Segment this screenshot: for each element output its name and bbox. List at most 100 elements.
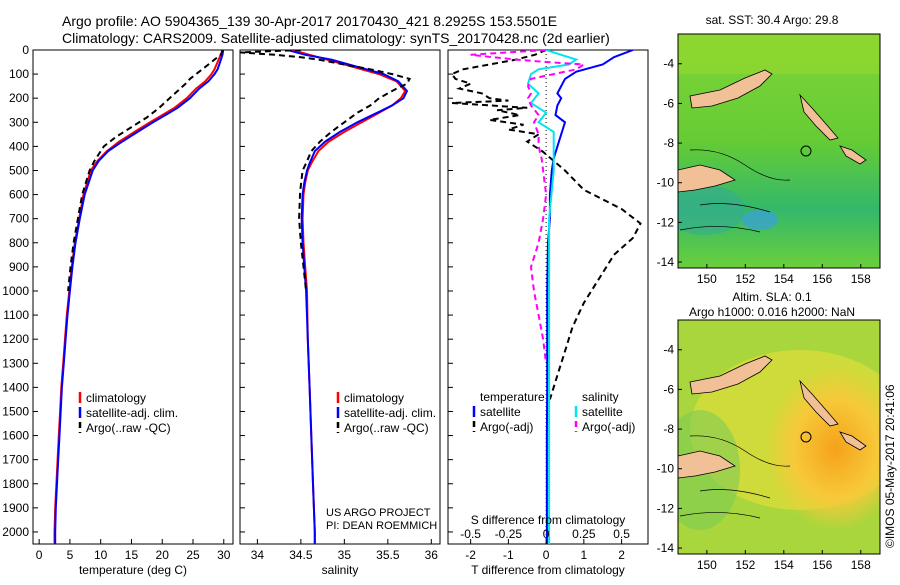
depth-tick-label: 300 xyxy=(9,115,29,129)
x-tick-label: 34 xyxy=(251,548,265,562)
depth-tick-label: 400 xyxy=(9,139,29,153)
sst-cool-patch xyxy=(678,185,745,235)
lat-tick-label: -8 xyxy=(663,422,674,436)
s-tick-label: 0 xyxy=(543,527,550,541)
x-tick-label: 20 xyxy=(156,548,170,562)
t-diff-xlabel: T difference from climatology xyxy=(471,563,625,577)
lon-tick-label: 154 xyxy=(774,272,794,286)
lat-tick-label: -4 xyxy=(663,57,674,71)
lon-tick-label: 158 xyxy=(851,558,871,572)
lon-tick-label: 154 xyxy=(774,558,794,572)
x-tick-label: 30 xyxy=(217,548,231,562)
salinity-panel: 34 34.5 35 35.5 36 salinity climatologysatelli… xyxy=(239,49,441,577)
header-line1: Argo profile: AO 5904365_139 30-Apr-2017… xyxy=(62,13,557,29)
t-tick-label: 0 xyxy=(543,548,550,562)
x-tick-label: 10 xyxy=(94,548,108,562)
s-diff-xlabel: S difference from climatology xyxy=(471,513,626,527)
footer-credit: ©IMOS 05-May-2017 20:41:06 xyxy=(883,384,897,548)
salinity-xlabel: salinity xyxy=(322,563,359,577)
legend-header-salinity: salinity xyxy=(582,390,619,404)
series-line-satellite-adj-clim- xyxy=(287,50,409,544)
sla-map-title2: Argo h1000: 0.016 h2000: NaN xyxy=(689,305,855,319)
header-line2: Climatology: CARS2009. Satellite-adjuste… xyxy=(62,30,610,46)
difference-panel: -2 -1 0 1 2 -0.5 -0.25 0 0.25 0.5S difference fro… xyxy=(447,49,649,577)
legend-label: Argo(-adj) xyxy=(480,420,533,434)
depth-tick-label: 900 xyxy=(9,260,29,274)
lat-tick-label: -10 xyxy=(657,462,675,476)
depth-tick-label: 1900 xyxy=(2,501,29,515)
project-annotation: US ARGO PROJECT xyxy=(326,507,431,519)
s-tick-label: 0.5 xyxy=(613,527,630,541)
x-tick-label: 35 xyxy=(338,548,352,562)
sla-map-frame xyxy=(677,319,881,555)
legend-label: satellite-adj. clim. xyxy=(86,406,178,420)
lat-tick-label: -10 xyxy=(657,176,675,190)
sst-land-bougainville xyxy=(799,93,839,141)
sla-land-solomons xyxy=(839,431,867,451)
depth-tick-label: 1400 xyxy=(2,380,29,394)
sla-profile-marker xyxy=(800,431,812,443)
series-line-temperature-satellite xyxy=(545,50,634,544)
depth-tick-label: 1000 xyxy=(2,284,29,298)
x-tick-label: 34.5 xyxy=(289,548,313,562)
series-line-satellite-adj-clim- xyxy=(54,50,225,544)
x-tick-label: 35.5 xyxy=(376,548,400,562)
legend-label: satellite-adj. clim. xyxy=(344,406,436,420)
lon-tick-label: 152 xyxy=(735,558,755,572)
series-line-argo-raw-qc- xyxy=(67,50,224,292)
legend-label: climatology xyxy=(86,391,146,405)
series-line-argo-raw-qc- xyxy=(240,50,412,292)
series-line-temperature-argo-adj- xyxy=(450,50,642,400)
sla-map: Altim. SLA: 0.1 Argo h1000: 0.016 h2000:… xyxy=(657,290,881,572)
x-tick-label: 5 xyxy=(67,548,74,562)
depth-tick-label: 600 xyxy=(9,188,29,202)
legend-label: Argo(..raw -QC) xyxy=(344,421,429,435)
sst-land-new-britain xyxy=(689,69,773,109)
s-tick-label: 0.25 xyxy=(572,527,596,541)
project-annotation: PI: DEAN ROEMMICH xyxy=(326,520,437,532)
lat-tick-label: -4 xyxy=(663,343,674,357)
depth-tick-label: 1600 xyxy=(2,429,29,443)
s-tick-label: -0.5 xyxy=(460,527,481,541)
sst-profile-marker xyxy=(800,145,812,157)
legend-label: satellite xyxy=(582,405,623,419)
depth-tick-label: 1200 xyxy=(2,332,29,346)
lon-tick-label: 152 xyxy=(735,272,755,286)
lon-tick-label: 156 xyxy=(812,558,832,572)
depth-tick-label: 800 xyxy=(9,236,29,250)
depth-tick-label: 1500 xyxy=(2,404,29,418)
s-tick-label: -0.25 xyxy=(495,527,523,541)
lat-tick-label: -6 xyxy=(663,96,674,110)
lat-tick-label: -12 xyxy=(657,215,675,229)
depth-tick-label: 700 xyxy=(9,212,29,226)
sst-land-png xyxy=(678,164,736,193)
sla-land-bougainville xyxy=(799,379,839,427)
temperature-plot-frame xyxy=(32,49,234,545)
sst-map-frame xyxy=(677,33,881,269)
sst-warm-patch xyxy=(678,34,880,74)
sla-reef-outline xyxy=(679,435,791,519)
depth-tick-label: 200 xyxy=(9,91,29,105)
x-tick-label: 25 xyxy=(186,548,200,562)
lat-tick-label: -12 xyxy=(657,501,675,515)
x-tick-label: 0 xyxy=(36,548,43,562)
lat-tick-label: -14 xyxy=(657,255,675,269)
lon-tick-label: 156 xyxy=(812,272,832,286)
t-tick-label: -1 xyxy=(503,548,514,562)
temperature-panel: 0100200300400500600700800900100011001200… xyxy=(2,43,234,577)
depth-tick-label: 1100 xyxy=(3,308,29,322)
sst-reef-outline xyxy=(679,149,791,233)
sla-land-png xyxy=(678,450,736,479)
depth-tick-label: 1700 xyxy=(2,453,29,467)
depth-tick-label: 100 xyxy=(9,67,29,81)
legend-label: Argo(..raw -QC) xyxy=(86,421,171,435)
depth-tick-label: 0 xyxy=(22,43,29,57)
temperature-xlabel: temperature (deg C) xyxy=(79,563,187,577)
depth-tick-label: 1800 xyxy=(2,477,29,491)
legend-label: Argo(-adj) xyxy=(582,420,635,434)
lon-tick-label: 150 xyxy=(697,272,717,286)
sst-map: sat. SST: 30.4 Argo: 29.8 -4 -6 -8 -10 -12 -1… xyxy=(657,13,881,286)
depth-tick-label: 1300 xyxy=(2,356,29,370)
legend-label: satellite xyxy=(480,405,521,419)
